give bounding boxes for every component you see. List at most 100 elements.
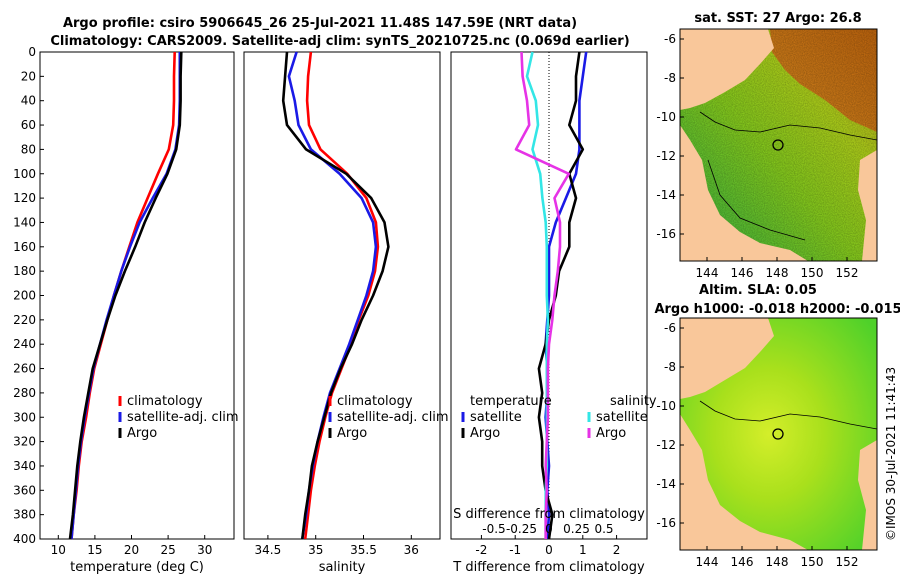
- sst-map-axes: 144 146 148 150 152 -6 -8 -10 -12 -14 -16: [656, 32, 858, 280]
- t-difference-xlabel: T difference from climatology: [452, 560, 645, 575]
- sla-map-axes: 144 146 148 150 152 -6 -8 -10 -12 -14 -16: [656, 321, 858, 569]
- map-y-tick-label: -10: [656, 399, 676, 413]
- sla-land-east: [858, 440, 877, 550]
- series-line-argo: [68, 51, 183, 540]
- sla-map-image: [680, 318, 877, 550]
- temperature-x-axis: 10 15 20 25 30: [51, 535, 212, 557]
- x-tick-label: 35: [308, 543, 323, 557]
- legend-s-satellite-label: satellite: [596, 410, 648, 425]
- depth-tick-label: 160: [13, 240, 36, 254]
- series-line-climatology: [303, 51, 380, 540]
- temperature-legend: climatology satellite-adj. clim Argo: [118, 394, 239, 441]
- salinity-legend: climatology satellite-adj. clim Argo: [328, 394, 449, 441]
- map-y-tick-label: -8: [664, 71, 676, 85]
- depth-tick-label: 40: [21, 94, 36, 108]
- x-tick-label: -2: [475, 543, 487, 557]
- map-x-tick-label: 148: [766, 555, 789, 569]
- map-x-tick-label: 148: [766, 266, 789, 280]
- x-tick-label: 1: [579, 543, 587, 557]
- x-tick-label: 25: [160, 543, 175, 557]
- salinity-panel: 34.5 35 35.5 36 salinity climatology satell…: [243, 51, 449, 575]
- difference-series: [514, 51, 588, 540]
- map-x-tick-label: 150: [801, 555, 824, 569]
- legend-climatology-label: climatology: [337, 394, 413, 409]
- sst-map-image: [680, 29, 877, 261]
- sla-land-australia: [680, 414, 808, 550]
- s-tick-label: 0: [545, 522, 553, 536]
- map-x-tick-label: 150: [801, 266, 824, 280]
- depth-tick-label: 120: [13, 191, 36, 205]
- legend-t-argo-label: Argo: [470, 426, 500, 441]
- depth-tick-label: 300: [13, 410, 36, 424]
- map-x-tick-label: 144: [696, 266, 719, 280]
- sst-map-frame: [679, 28, 878, 262]
- depth-tick-label: 0: [28, 45, 36, 59]
- legend-argo-label: Argo: [337, 426, 367, 441]
- legend-t-satellite-label: satellite: [470, 410, 522, 425]
- series-line-salinity-argo: [514, 51, 571, 539]
- map-y-tick-label: -10: [656, 110, 676, 124]
- map-y-tick-label: -12: [656, 438, 676, 452]
- depth-tick-label: 340: [13, 459, 36, 473]
- depth-tick-label: 20: [21, 69, 36, 83]
- depth-tick-label: 80: [21, 142, 36, 156]
- map-x-tick-label: 152: [836, 266, 859, 280]
- salinity-x-axis: 34.5 35 35.5 36: [255, 535, 419, 557]
- s-tick-label: 0.5: [594, 522, 613, 536]
- salinity-series: [281, 51, 390, 540]
- x-tick-label: -1: [509, 543, 521, 557]
- depth-tick-label: 100: [13, 167, 36, 181]
- depth-tick-label: 320: [13, 435, 36, 449]
- sst-land-new-guinea: [680, 29, 774, 110]
- depth-tick-label: 240: [13, 337, 36, 351]
- s-difference-ticks: -0.5 -0.25 0 0.25 0.5: [482, 522, 613, 536]
- x-tick-label: 36: [404, 543, 419, 557]
- map-y-tick-label: -12: [656, 149, 676, 163]
- depth-tick-label: 220: [13, 313, 36, 327]
- x-tick-label: 15: [87, 543, 102, 557]
- sla-map: Altim. SLA: 0.05 Argo h1000: -0.018 h200…: [654, 283, 900, 569]
- x-tick-label: 20: [124, 543, 139, 557]
- difference-legend: temperature salinity satellite Argo sate…: [461, 394, 657, 441]
- legend-s-argo-label: Argo: [596, 426, 626, 441]
- map-x-tick-label: 146: [731, 555, 754, 569]
- legend-title-temperature: temperature: [470, 394, 552, 409]
- legend-argo-label: Argo: [127, 426, 157, 441]
- map-y-tick-label: -16: [656, 516, 676, 530]
- sst-isobath: [699, 111, 877, 241]
- difference-panel: -2 -1 0 1 2 S difference from climatology -0…: [450, 51, 657, 575]
- header-line-2: Climatology: CARS2009. Satellite-adj cli…: [50, 34, 629, 49]
- depth-tick-label: 60: [21, 118, 36, 132]
- depth-tick-label: 280: [13, 386, 36, 400]
- depth-tick-label: 200: [13, 289, 36, 303]
- x-tick-label: 30: [197, 543, 212, 557]
- s-tick-label: -0.25: [506, 522, 537, 536]
- x-tick-label: 35.5: [350, 543, 377, 557]
- depth-tick-label: 180: [13, 264, 36, 278]
- s-tick-label: 0.25: [563, 522, 590, 536]
- sla-argo-marker: [772, 428, 784, 440]
- depth-tick-label: 400: [13, 532, 36, 546]
- sla-map-title-2: Argo h1000: -0.018 h2000: -0.015: [654, 302, 900, 317]
- map-y-tick-label: -14: [656, 188, 676, 202]
- header-line-1: Argo profile: csiro 5906645_26 25-Jul-20…: [63, 16, 577, 31]
- map-y-tick-label: -14: [656, 477, 676, 491]
- sst-map: sat. SST: 27 Argo: 26.8 144 146 148 150 152 -…: [656, 11, 878, 280]
- legend-title-salinity: salinity: [610, 394, 657, 409]
- legend-satellite-label: satellite-adj. clim: [337, 410, 449, 425]
- salinity-xlabel: salinity: [319, 560, 366, 575]
- map-x-tick-label: 144: [696, 555, 719, 569]
- temperature-xlabel: temperature (deg C): [70, 560, 204, 575]
- x-tick-label: 10: [51, 543, 66, 557]
- depth-tick-label: 380: [13, 508, 36, 522]
- difference-x-axis: -2 -1 0 1 2: [475, 535, 620, 557]
- s-difference-top-label: S difference from climatology: [453, 507, 645, 522]
- sla-map-frame: [679, 317, 878, 551]
- temperature-series: [68, 51, 183, 540]
- temperature-axes-frame: [39, 51, 235, 540]
- sst-map-title: sat. SST: 27 Argo: 26.8: [694, 11, 861, 26]
- temperature-panel: 0 20 40 60 80 100 120 140 160 180 200 220 240 260 280 3…: [13, 45, 239, 575]
- map-y-tick-label: -16: [656, 227, 676, 241]
- depth-axis: 0 20 40 60 80 100 120 140 160 180 200 220 240 260 280 3…: [13, 45, 44, 546]
